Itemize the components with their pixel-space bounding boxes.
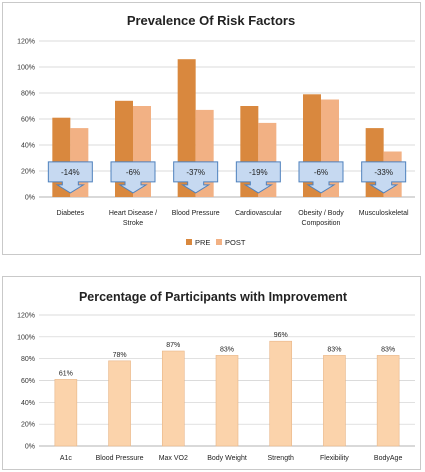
bar	[376, 355, 400, 447]
x-category-label: Flexibility	[320, 455, 349, 462]
x-category-label: Strength	[267, 455, 294, 462]
callout-shape	[298, 161, 344, 194]
x-category-label: Cardiovascular	[235, 210, 282, 217]
change-label: -37%	[186, 168, 205, 177]
y-tick-label: 60%	[21, 378, 35, 385]
x-category-label: A1c	[60, 455, 73, 462]
y-tick-label: 0%	[25, 444, 35, 451]
y-tick-label: 80%	[21, 91, 35, 98]
legend-label-pre: PRE	[195, 238, 210, 247]
change-label: -6%	[126, 168, 140, 177]
bar	[269, 340, 293, 447]
x-category-label: Blood Pressure	[172, 210, 220, 217]
change-callout: -37%	[173, 161, 219, 194]
x-category-label: Obesity / Body	[298, 210, 344, 217]
chart-title: Prevalence Of Risk Factors	[127, 13, 295, 28]
data-label: 78%	[113, 352, 127, 359]
data-label: 83%	[220, 346, 234, 353]
y-tick-label: 120%	[17, 39, 35, 46]
risk-factors-chart-panel: Prevalence Of Risk Factors 0% 20% 40% 60% 80…	[2, 2, 421, 255]
callout-shape	[235, 161, 281, 194]
change-label: -14%	[61, 168, 80, 177]
callout-shape	[110, 161, 156, 194]
improvement-chart: Percentage of Participants with Improvem…	[17, 290, 415, 462]
bar	[323, 355, 346, 447]
x-category-label: Blood Pressure	[96, 455, 144, 462]
chart-legend: PRE POST	[186, 238, 246, 247]
x-category-label: Diabetes	[57, 210, 85, 217]
callout-shape	[173, 161, 219, 194]
y-tick-label: 20%	[21, 169, 35, 176]
change-callout: -14%	[47, 161, 93, 194]
callout-shape	[361, 161, 407, 194]
data-label: 87%	[166, 342, 180, 349]
y-tick-label: 80%	[21, 356, 35, 363]
y-tick-label: 120%	[17, 313, 35, 320]
callout-shape	[47, 161, 93, 194]
chart-title: Percentage of Participants with Improvem…	[79, 290, 348, 304]
x-category-label: Musculoskeletal	[359, 210, 409, 217]
data-label: 61%	[59, 370, 73, 377]
legend-swatch-post	[216, 239, 222, 245]
bar	[108, 360, 131, 447]
x-category-label: Composition	[302, 220, 341, 227]
change-callout: -19%	[235, 161, 281, 194]
x-category-label: Stroke	[123, 220, 143, 227]
change-callout: -6%	[298, 161, 344, 194]
data-label: 83%	[381, 346, 395, 353]
legend-label-post: POST	[225, 238, 246, 247]
y-tick-label: 20%	[21, 422, 35, 429]
change-callout: -6%	[110, 161, 156, 194]
legend-swatch-pre	[186, 239, 192, 245]
change-callout: -33%	[361, 161, 407, 194]
x-category-label: Body Weight	[207, 455, 247, 462]
bar	[161, 350, 185, 447]
improvement-chart-panel: Percentage of Participants with Improvem…	[2, 276, 421, 470]
x-category-label: Heart Disease /	[109, 210, 157, 217]
y-tick-label: 40%	[21, 143, 35, 150]
y-tick-label: 100%	[17, 334, 35, 341]
bar	[215, 355, 239, 447]
risk-factors-chart: Prevalence Of Risk Factors 0% 20% 40% 60% 80…	[17, 13, 415, 247]
x-category-label: BodyAge	[374, 455, 403, 462]
y-tick-label: 100%	[17, 65, 35, 72]
x-category-label: Max VO2	[159, 455, 188, 462]
bar	[54, 379, 78, 447]
data-label: 96%	[274, 332, 288, 339]
change-label: -19%	[249, 168, 268, 177]
change-label: -33%	[374, 168, 393, 177]
change-label: -6%	[314, 168, 328, 177]
y-tick-label: 0%	[25, 195, 35, 202]
data-label: 83%	[327, 346, 341, 353]
y-tick-label: 60%	[21, 117, 35, 124]
y-tick-label: 40%	[21, 400, 35, 407]
